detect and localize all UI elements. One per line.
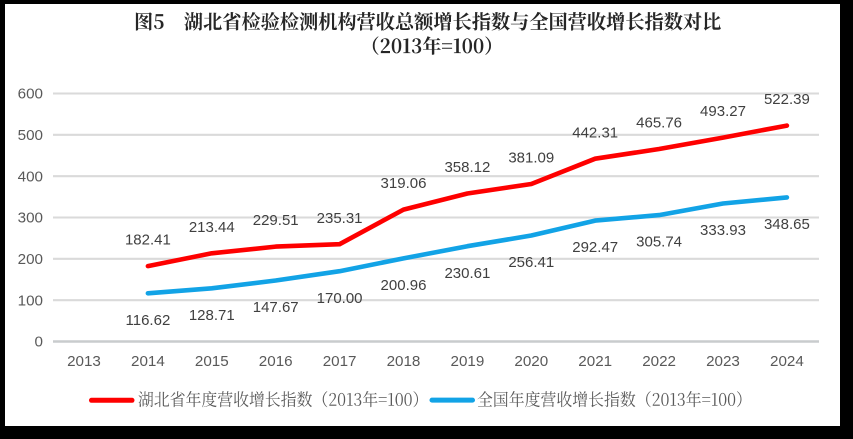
svg-text:300: 300 xyxy=(18,210,43,227)
svg-text:2024: 2024 xyxy=(770,353,804,370)
svg-text:200: 200 xyxy=(18,251,43,268)
svg-text:319.06: 319.06 xyxy=(381,175,427,192)
svg-text:116.62: 116.62 xyxy=(126,312,171,329)
svg-text:358.12: 358.12 xyxy=(444,159,490,176)
svg-text:381.09: 381.09 xyxy=(508,150,554,167)
svg-text:500: 500 xyxy=(18,127,43,144)
svg-text:2018: 2018 xyxy=(387,353,421,370)
svg-text:2019: 2019 xyxy=(451,353,485,370)
svg-text:256.41: 256.41 xyxy=(508,254,554,271)
svg-text:2015: 2015 xyxy=(195,353,229,370)
svg-text:465.76: 465.76 xyxy=(636,115,682,132)
svg-text:600: 600 xyxy=(18,86,43,103)
svg-text:442.31: 442.31 xyxy=(572,124,618,141)
svg-text:348.65: 348.65 xyxy=(764,216,810,233)
svg-text:170.00: 170.00 xyxy=(317,290,363,307)
svg-text:292.47: 292.47 xyxy=(572,239,618,256)
svg-text:182.41: 182.41 xyxy=(125,232,171,249)
svg-text:333.93: 333.93 xyxy=(700,222,746,239)
svg-text:128.71: 128.71 xyxy=(189,307,235,324)
svg-text:230.61: 230.61 xyxy=(444,265,490,282)
svg-text:305.74: 305.74 xyxy=(636,234,682,251)
svg-text:200.96: 200.96 xyxy=(381,277,427,294)
svg-text:2016: 2016 xyxy=(259,353,293,370)
svg-text:2020: 2020 xyxy=(514,353,548,370)
svg-text:522.39: 522.39 xyxy=(764,91,810,108)
svg-text:493.27: 493.27 xyxy=(700,103,746,120)
svg-text:0: 0 xyxy=(35,334,43,351)
svg-text:400: 400 xyxy=(18,168,43,185)
svg-text:100: 100 xyxy=(18,292,43,309)
svg-text:2023: 2023 xyxy=(706,353,740,370)
svg-text:213.44: 213.44 xyxy=(189,219,235,236)
svg-text:2021: 2021 xyxy=(578,353,612,370)
svg-text:147.67: 147.67 xyxy=(253,299,299,316)
svg-text:235.31: 235.31 xyxy=(317,210,363,227)
svg-text:2014: 2014 xyxy=(131,353,165,370)
svg-text:2013: 2013 xyxy=(67,353,101,370)
svg-text:229.51: 229.51 xyxy=(253,212,299,229)
svg-text:2022: 2022 xyxy=(642,353,676,370)
svg-text:2017: 2017 xyxy=(323,353,357,370)
